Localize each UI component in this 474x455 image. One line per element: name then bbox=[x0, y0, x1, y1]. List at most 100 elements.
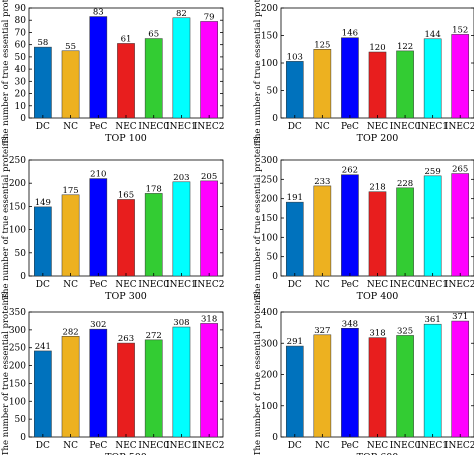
bar-inec2 bbox=[200, 323, 218, 438]
data-label: 61 bbox=[121, 34, 132, 44]
y-tick-label: 80 bbox=[15, 16, 27, 26]
x-tick-label: INEC0 bbox=[138, 122, 169, 132]
bar-inec2 bbox=[451, 34, 470, 119]
x-tick-label: PeC bbox=[341, 122, 359, 132]
data-label: 318 bbox=[369, 329, 385, 339]
x-tick-label: NEC bbox=[367, 441, 388, 451]
x-tick-label: PeC bbox=[341, 441, 359, 451]
data-label: 144 bbox=[425, 30, 441, 40]
y-tick-label: 300 bbox=[9, 326, 26, 336]
bar-inec1 bbox=[423, 175, 442, 277]
x-tick-label: INEC0 bbox=[138, 280, 169, 290]
bar-inec0 bbox=[396, 335, 414, 438]
bar-nc bbox=[61, 50, 80, 119]
y-tick-label: 100 bbox=[9, 397, 26, 407]
data-label: 79 bbox=[204, 12, 215, 22]
data-label: 327 bbox=[314, 326, 330, 336]
y-tick-label: 40 bbox=[15, 65, 27, 75]
data-label: 318 bbox=[201, 314, 217, 324]
x-tick-label: DC bbox=[288, 441, 302, 451]
y-tick-label: 100 bbox=[261, 233, 278, 243]
y-tick-label: 300 bbox=[261, 156, 278, 166]
data-label: 203 bbox=[173, 173, 189, 183]
data-label: 65 bbox=[148, 30, 159, 40]
y-axis-label: The number of true essential proteins bbox=[253, 293, 263, 455]
data-label: 165 bbox=[118, 190, 134, 200]
y-tick-label: 60 bbox=[15, 41, 27, 51]
bar-pec bbox=[341, 37, 359, 119]
data-label: 361 bbox=[425, 315, 441, 325]
bar-nec bbox=[117, 43, 135, 119]
panel-title: TOP 200 bbox=[357, 133, 399, 144]
data-label: 218 bbox=[369, 183, 385, 193]
y-axis-label: The number of true essential proteins bbox=[1, 0, 11, 145]
bar-dc bbox=[285, 201, 304, 277]
x-tick-label: INEC2 bbox=[445, 122, 474, 132]
y-tick-label: 400 bbox=[261, 308, 278, 318]
y-tick-label: 20 bbox=[15, 90, 27, 100]
bar-inec2 bbox=[451, 173, 470, 277]
x-tick-label: DC bbox=[36, 122, 50, 132]
data-label: 125 bbox=[314, 40, 330, 50]
y-tick-label: 350 bbox=[9, 308, 26, 318]
x-tick-label: DC bbox=[288, 280, 302, 290]
data-label: 83 bbox=[93, 8, 104, 18]
data-label: 205 bbox=[201, 172, 217, 182]
y-tick-label: 90 bbox=[15, 4, 27, 14]
x-tick-label: NC bbox=[315, 122, 330, 132]
data-label: 291 bbox=[287, 337, 303, 347]
y-axis-label: The number of true essential proteins bbox=[253, 136, 263, 299]
data-label: 265 bbox=[452, 165, 468, 175]
chart-panel-3: 0 50 100 150 200 250 149 DC 175 NC 210 PeC 165 NEC 178… bbox=[1, 136, 224, 302]
x-tick-label: DC bbox=[288, 122, 302, 132]
x-tick-label: INEC1 bbox=[166, 441, 197, 451]
x-tick-label: NC bbox=[315, 441, 330, 451]
y-tick-label: 50 bbox=[267, 253, 279, 263]
bar-nec bbox=[117, 199, 135, 277]
data-label: 191 bbox=[287, 193, 303, 203]
x-tick-label: NEC bbox=[115, 122, 136, 132]
x-tick-label: PeC bbox=[341, 280, 359, 290]
y-tick-label: 30 bbox=[15, 77, 27, 87]
panel-title: TOP 100 bbox=[105, 133, 147, 144]
bar-inec2 bbox=[200, 21, 218, 119]
x-tick-label: NC bbox=[315, 280, 330, 290]
y-tick-label: 200 bbox=[261, 195, 278, 205]
x-tick-label: INEC2 bbox=[194, 441, 225, 451]
bar-nec bbox=[368, 337, 387, 438]
data-label: 122 bbox=[397, 42, 413, 52]
data-label: 55 bbox=[65, 42, 76, 52]
data-label: 149 bbox=[35, 198, 51, 208]
x-tick-label: NEC bbox=[115, 280, 136, 290]
bar-nc bbox=[61, 336, 80, 438]
bar-nec bbox=[368, 51, 387, 119]
bar-inec0 bbox=[144, 193, 163, 277]
x-tick-label: NC bbox=[63, 280, 78, 290]
y-tick-label: 200 bbox=[9, 362, 26, 372]
chart-panel-4: 0 50 100 150 200 250 300 191 DC 233 NC 262 PeC 218 NEC… bbox=[253, 136, 474, 302]
data-label: 282 bbox=[62, 327, 78, 337]
bar-dc bbox=[34, 46, 52, 119]
y-tick-label: 200 bbox=[9, 179, 26, 189]
bar-nec bbox=[117, 342, 135, 438]
bar-dc bbox=[285, 345, 304, 438]
chart-panel-2: 0 50 100 150 200 103 DC 125 NC 146 PeC 120 NEC 122 INE… bbox=[253, 0, 474, 145]
bar-inec0 bbox=[396, 50, 414, 119]
x-tick-label: INEC2 bbox=[194, 122, 225, 132]
bar-pec bbox=[341, 174, 359, 277]
y-tick-label: 300 bbox=[261, 339, 278, 349]
x-tick-label: INEC0 bbox=[390, 280, 421, 290]
bar-pec bbox=[89, 16, 108, 119]
bar-inec1 bbox=[423, 323, 442, 438]
data-label: 348 bbox=[342, 319, 358, 329]
data-label: 263 bbox=[118, 334, 134, 344]
bar-inec1 bbox=[172, 181, 191, 277]
y-tick-label: 70 bbox=[15, 28, 27, 38]
bar-nc bbox=[61, 194, 80, 277]
bar-nec bbox=[368, 191, 387, 277]
x-tick-label: INEC2 bbox=[445, 280, 474, 290]
y-tick-label: 200 bbox=[261, 371, 278, 381]
x-tick-label: INEC1 bbox=[166, 122, 197, 132]
y-tick-label: 50 bbox=[15, 415, 27, 425]
bar-pec bbox=[89, 328, 108, 438]
